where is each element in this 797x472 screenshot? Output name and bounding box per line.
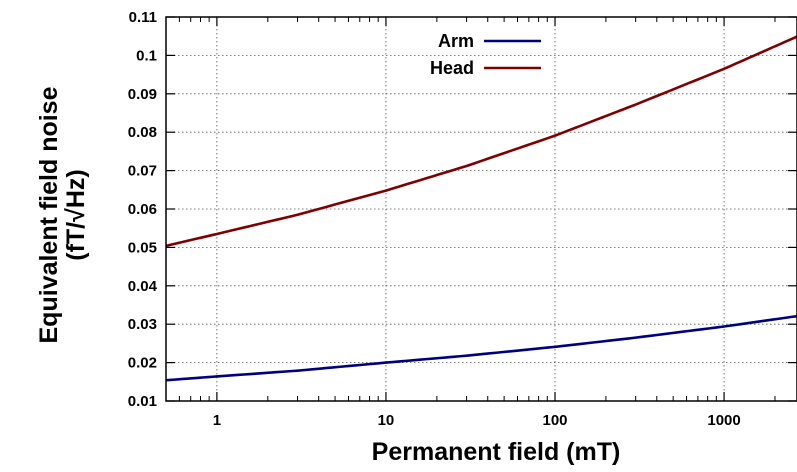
y-tick-label: 0.03 — [128, 316, 157, 333]
legend-label-arm: Arm — [438, 31, 474, 51]
y-tick-label: 0.02 — [128, 355, 157, 372]
x-tick-label: 10 — [378, 412, 395, 429]
series-line-arm — [165, 314, 797, 382]
y-tick-label: 0.01 — [128, 393, 157, 410]
y-axis-unit: (fT/√Hz) — [62, 169, 90, 260]
x-tick-label: 1 — [213, 412, 221, 429]
y-tick-label: 0.09 — [128, 86, 157, 103]
x-tick-label: 100 — [542, 412, 567, 429]
y-tick-label: 0.04 — [128, 278, 158, 295]
axis-ticks: 0.01 0.02 0.03 0.04 0.05 0.06 0.07 0.08 0.09 0.1 0… — [128, 9, 797, 429]
grid-lines — [166, 17, 797, 401]
x-tick-label: 1000 — [707, 412, 740, 429]
y-tick-label: 0.11 — [129, 9, 157, 26]
legend-label-head: Head — [430, 58, 474, 78]
data-series — [165, 35, 797, 382]
series-line-head — [165, 35, 797, 248]
y-tick-label: 0.07 — [128, 163, 157, 180]
x-axis-title: Permanent field (mT) — [372, 438, 621, 466]
y-tick-label: 0.05 — [128, 239, 157, 256]
y-tick-label: 0.08 — [128, 124, 157, 141]
legend: Arm Head — [430, 31, 541, 78]
y-tick-label: 0.1 — [136, 47, 157, 64]
y-tick-label: 0.06 — [128, 201, 157, 218]
y-axis-title: Equivalent field noise — [35, 86, 63, 343]
